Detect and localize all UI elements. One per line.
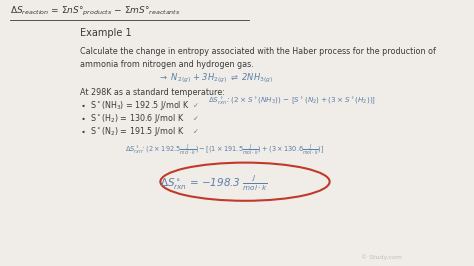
Text: ✓: ✓	[193, 129, 199, 135]
Text: ✓: ✓	[193, 116, 199, 122]
Text: ammonia from nitrogen and hydrogen gas.: ammonia from nitrogen and hydrogen gas.	[80, 60, 254, 69]
Text: $\Delta S^\circ_{rxn}$ = $-$198.3 $\frac{J}{mol\cdot k}$: $\Delta S^\circ_{rxn}$ = $-$198.3 $\frac…	[160, 173, 268, 193]
Text: Calculate the change in entropy associated with the Haber process for the produc: Calculate the change in entropy associat…	[80, 47, 436, 56]
Text: Example 1: Example 1	[80, 28, 131, 38]
Text: At 298K as a standard temperature:: At 298K as a standard temperature:	[80, 88, 225, 97]
Text: $\Delta S_{reaction}$ = $\Sigma$nS$°_{products}$ $-$ $\Sigma$mS$°_{reactants}$: $\Delta S_{reaction}$ = $\Sigma$nS$°_{pr…	[9, 5, 180, 18]
Text: © Study.com: © Study.com	[361, 255, 401, 260]
Text: $\bullet$  S$^\circ$(N$_2$) = 191.5 J/mol K: $\bullet$ S$^\circ$(N$_2$) = 191.5 J/mol…	[80, 125, 184, 138]
Text: $\rightarrow$ N$_{2(g)}$ + 3H$_{2(g)}$ $\rightleftharpoons$ 2NH$_{3(g)}$: $\rightarrow$ N$_{2(g)}$ + 3H$_{2(g)}$ $…	[158, 72, 273, 85]
Text: $\Delta S^\circ_{rxn}$: $(2\times192.5\frac{J}{mol\cdot k})-[(1\times191.5\frac{: $\Delta S^\circ_{rxn}$: $(2\times192.5\f…	[125, 142, 325, 157]
Text: $\bullet$  S$^\circ$(NH$_3$) = 192.5 J/mol K: $\bullet$ S$^\circ$(NH$_3$) = 192.5 J/mo…	[80, 99, 190, 112]
Text: ✓: ✓	[193, 103, 199, 109]
Text: $\Delta S^\circ_{rxn}$: $(2\times S^\circ(NH_3))$ $-$ $[S^\circ(N_2)+(3\times S^: $\Delta S^\circ_{rxn}$: $(2\times S^\cir…	[208, 95, 376, 107]
Text: $\bullet$  S$^\circ$(H$_2$) = 130.6 J/mol K: $\bullet$ S$^\circ$(H$_2$) = 130.6 J/mol…	[80, 112, 184, 125]
